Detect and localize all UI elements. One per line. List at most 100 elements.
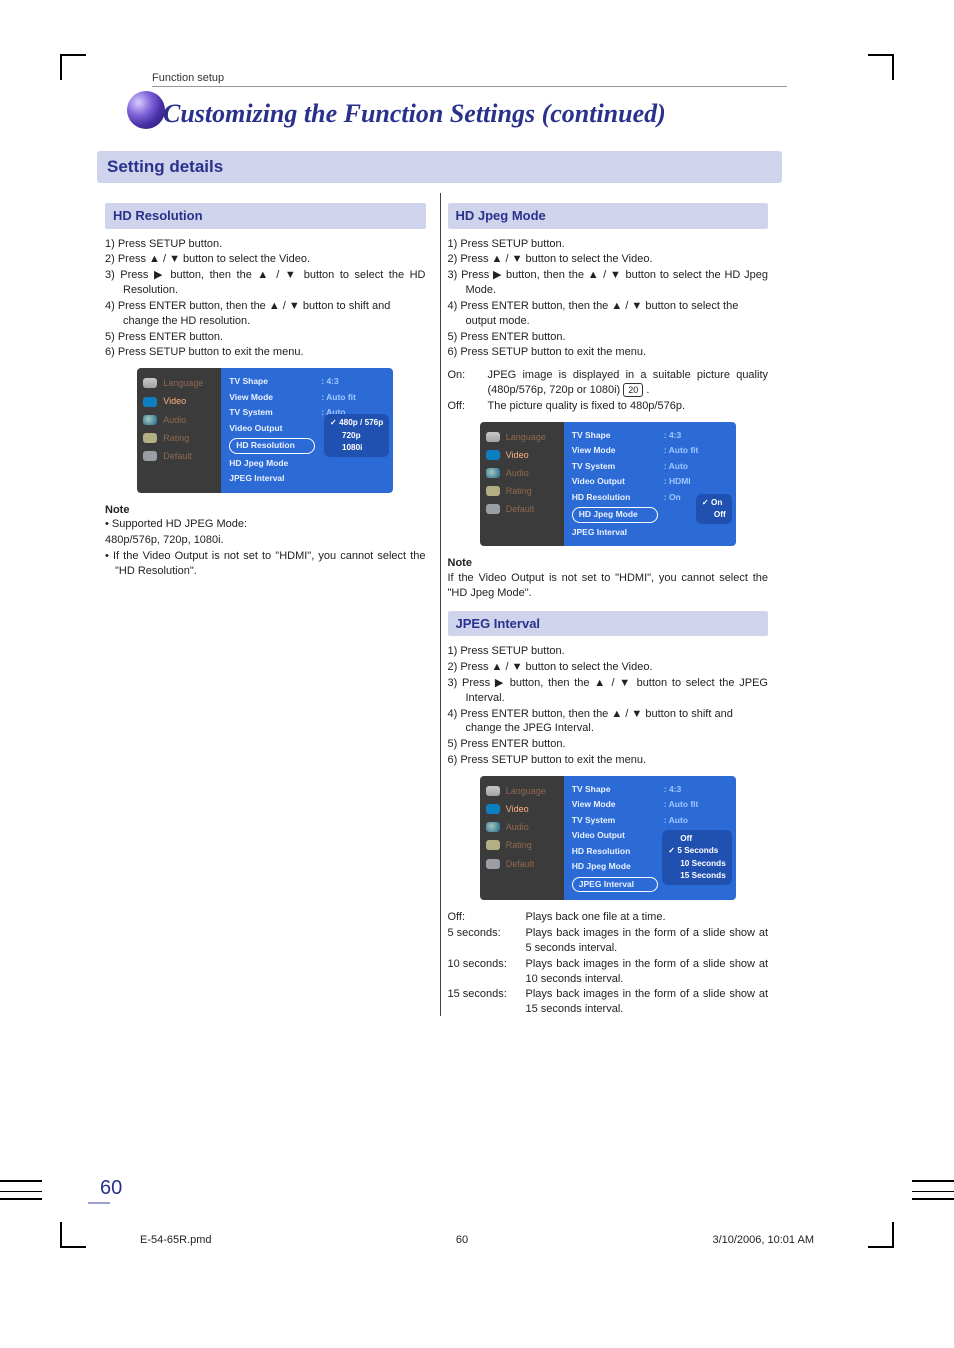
page-title: Customizing the Function Settings (conti… [163,97,857,129]
step-item: 3) Press ▶ button, then the ▲ / ▼ button… [448,676,769,706]
osd-item-default: Default [137,447,221,465]
osd-item-default: Default [480,855,564,873]
osd-val: : Auto [664,461,688,472]
osd-settings-panel: TV Shape: 4:3 View Mode: Auto fit TV Sys… [564,422,736,546]
osd-key-selected: HD Resolution [229,438,315,453]
osd-val: : 4:3 [664,430,681,441]
def-val: Plays back one file at a time. [526,910,769,925]
osd-side-menu: Language Video Audio Rating Default [137,368,221,492]
def-val: Plays back images in the form of a slide… [526,926,769,956]
setting-details-band: Setting details [97,151,857,183]
on-definition: On: JPEG image is displayed in a suitabl… [448,368,769,398]
popup-option: ✓ 480p / 576p [330,417,383,429]
osd-label: Audio [163,414,186,426]
left-column: HD Resolution 1) Press SETUP button. 2) … [97,195,440,1018]
osd-label: Rating [506,839,532,851]
step-item: 5) Press ENTER button. [448,737,769,752]
osd-popup-hd-resolution: ✓ 480p / 576p 720p 1080i [324,414,389,457]
osd-val: : 4:3 [664,784,681,795]
osd-side-menu: Language Video Audio Rating Default [480,776,564,900]
osd-popup-jpeg-interval: Off ✓ 5 Seconds 10 Seconds 15 Seconds [662,830,732,885]
hd-jpeg-mode-heading: HD Jpeg Mode [448,203,769,229]
def-key: Off: [448,910,526,925]
step-item: 6) Press SETUP button to exit the menu. [448,753,769,768]
osd-hd-jpeg-mode: Language Video Audio Rating Default TV S… [480,422,736,546]
hd-jpeg-mode-steps: 1) Press SETUP button. 2) Press ▲ / ▼ bu… [448,237,769,361]
osd-val: : Auto fit [664,799,699,810]
def-key: 5 seconds: [448,926,526,956]
osd-key: HD Resolution [572,492,658,503]
imposition-footer: E-54-65R.pmd 60 3/10/2006, 10:01 AM [140,1234,814,1246]
two-column-layout: HD Resolution 1) Press SETUP button. 2) … [97,195,782,1018]
osd-item-rating: Rating [480,836,564,854]
crop-mark [60,54,86,80]
osd-val: : Auto fit [321,392,356,403]
osd-label: Default [506,503,535,515]
osd-key: TV System [572,461,658,472]
default-icon [143,451,157,461]
audio-icon [486,468,500,478]
audio-icon [143,415,157,425]
osd-settings-panel: TV Shape: 4:3 View Mode: Auto fit TV Sys… [221,368,393,492]
right-column: HD Jpeg Mode 1) Press SETUP button. 2) P… [440,195,783,1018]
osd-item-rating: Rating [137,429,221,447]
osd-item-audio: Audio [137,411,221,429]
step-item: 4) Press ENTER button, then the ▲ / ▼ bu… [105,299,426,329]
osd-item-video: Video [480,446,564,464]
step-item: 1) Press SETUP button. [448,644,769,659]
rating-icon [486,486,500,496]
osd-key: TV System [229,407,315,418]
step-item: 2) Press ▲ / ▼ button to select the Vide… [448,660,769,675]
hd-resolution-steps: 1) Press SETUP button. 2) Press ▲ / ▼ bu… [105,237,426,361]
osd-item-audio: Audio [480,818,564,836]
document-frame: Function setup Customizing the Function … [0,0,954,1348]
def-key: 15 seconds: [448,987,526,1017]
osd-val: : Auto fit [664,445,699,456]
osd-side-menu: Language Video Audio Rating Default [480,422,564,546]
osd-key: HD Resolution [572,846,658,857]
osd-label: Audio [506,821,529,833]
audio-icon [486,822,500,832]
osd-key: Video Output [229,423,315,434]
page: Function setup Customizing the Function … [97,72,857,1018]
step-item: 1) Press SETUP button. [105,237,426,252]
osd-val: : On [664,492,681,503]
popup-option: 1080i [330,442,383,454]
note-line: • If the Video Output is not set to "HDM… [105,549,426,579]
osd-key-selected: HD Jpeg Mode [572,507,658,522]
column-divider [440,193,441,1016]
popup-option: 10 Seconds [668,858,726,870]
osd-val: : Auto [664,815,688,826]
osd-label: Rating [506,485,532,497]
default-icon [486,504,500,514]
osd-hd-resolution: Language Video Audio Rating Default TV S… [137,368,393,492]
osd-label: Language [163,377,203,389]
rating-icon [486,840,500,850]
note-heading: Note [105,503,426,518]
note-line: 480p/576p, 720p, 1080i. [105,533,426,548]
osd-item-rating: Rating [480,482,564,500]
video-icon [486,804,500,814]
popup-option: 720p [330,430,383,442]
osd-key: JPEG Interval [229,473,315,484]
def-row: 5 seconds:Plays back images in the form … [448,926,769,956]
osd-label: Video [506,803,529,815]
popup-option: Off [668,833,726,845]
osd-label: Rating [163,432,189,444]
language-icon [143,378,157,388]
osd-key: View Mode [229,392,315,403]
crop-mark [868,54,894,80]
title-sphere-icon [127,91,165,129]
osd-item-language: Language [137,374,221,392]
osd-key-selected: JPEG Interval [572,877,658,892]
osd-label: Default [506,858,535,870]
off-definition: Off: The picture quality is fixed to 480… [448,399,769,414]
osd-val: : 4:3 [321,376,338,387]
band-title: Setting details [97,151,782,183]
hd-resolution-heading: HD Resolution [105,203,426,229]
osd-key: View Mode [572,445,658,456]
page-title-wrap: Customizing the Function Settings (conti… [127,97,857,129]
popup-option: ✓ 5 Seconds [668,845,726,857]
step-item: 5) Press ENTER button. [105,330,426,345]
osd-key: TV Shape [572,784,658,795]
